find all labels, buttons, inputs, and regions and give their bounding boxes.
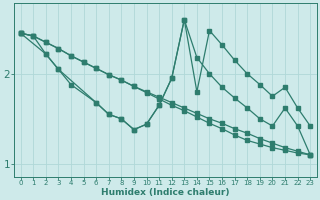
X-axis label: Humidex (Indice chaleur): Humidex (Indice chaleur) — [101, 188, 230, 197]
